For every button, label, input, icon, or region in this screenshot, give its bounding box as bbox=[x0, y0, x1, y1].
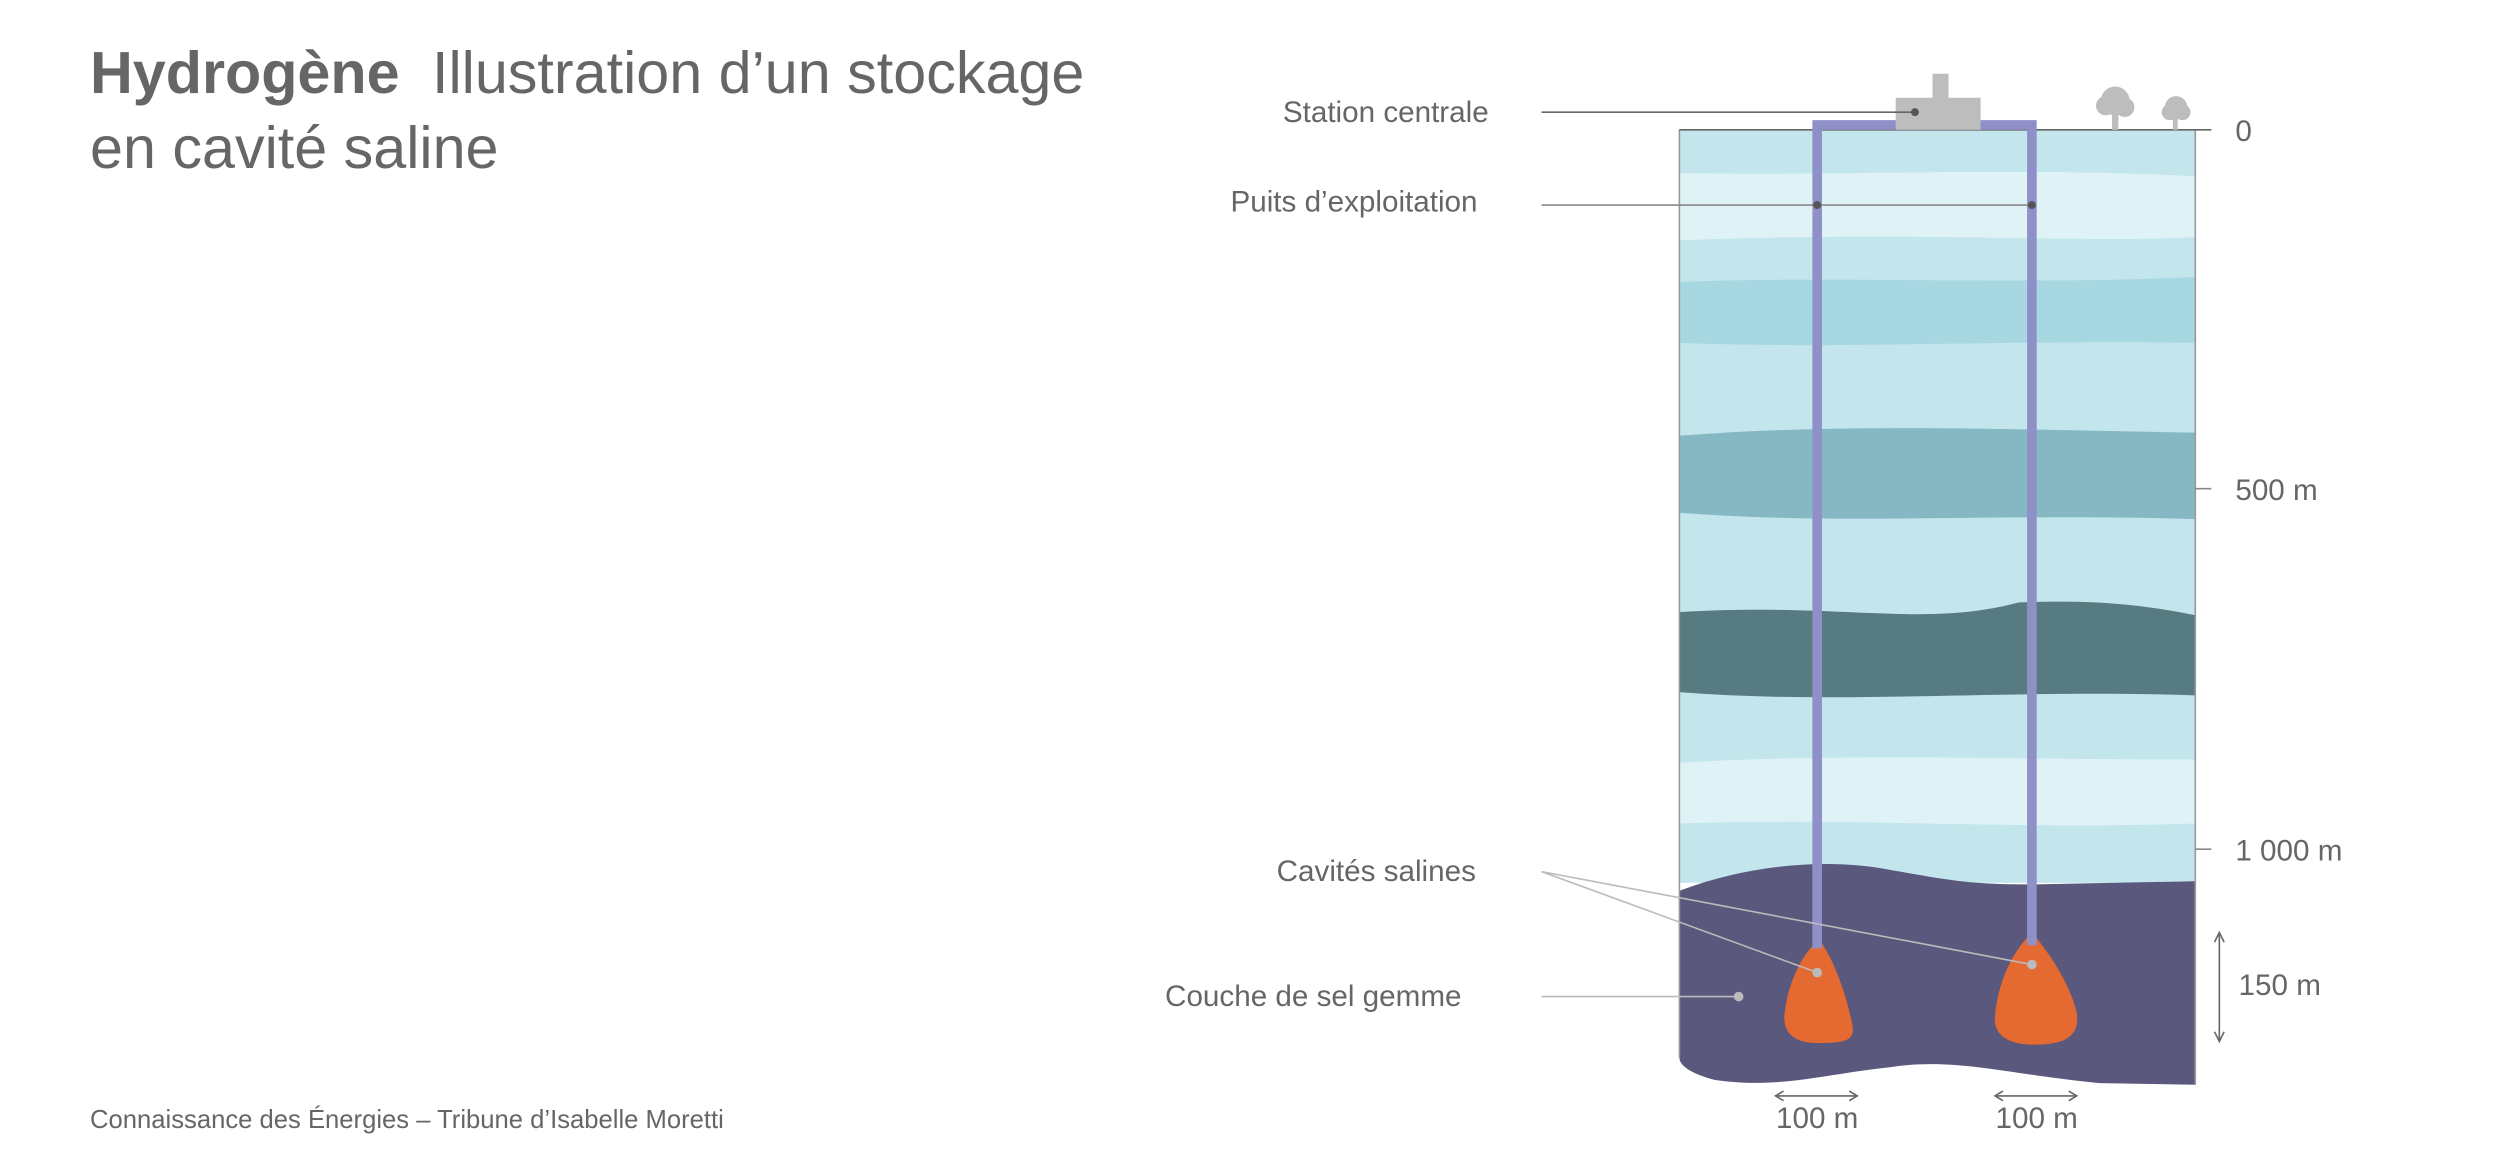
label-salt-layer: Couche de sel gemme bbox=[1165, 980, 1461, 1013]
height-arrow-icon bbox=[2213, 930, 2225, 1044]
title-bold: Hydrogène bbox=[90, 39, 400, 106]
cavity-height-label: 150 m bbox=[2239, 969, 2321, 1002]
strata bbox=[1678, 128, 2212, 1085]
stratum-teal bbox=[1679, 428, 2196, 520]
depth-tick-0: 0 bbox=[2235, 115, 2251, 148]
station-icon bbox=[1895, 73, 1981, 130]
depth-tick-500: 500 m bbox=[2235, 474, 2317, 507]
tree-icon bbox=[2095, 86, 2191, 130]
stratum-dark bbox=[1679, 601, 2196, 698]
depth-tick-1000: 1 000 m bbox=[2235, 834, 2342, 867]
salt-cavity-left bbox=[1784, 938, 1853, 1044]
salt-cavity-right bbox=[1994, 932, 2078, 1045]
label-station: Station centrale bbox=[1283, 96, 1489, 129]
stratum-pale-2 bbox=[1679, 757, 2196, 826]
title-line-2: en cavité saline bbox=[90, 114, 499, 181]
title-rest: Illustration d’un stockage bbox=[432, 39, 1084, 106]
width-label-left: 100 m bbox=[1776, 1102, 1858, 1135]
title-line-1: Hydrogène Illustration d’un stockage bbox=[90, 39, 1084, 106]
label-wells: Puits d’exploitation bbox=[1230, 185, 1477, 218]
stratum-pale-1 bbox=[1679, 171, 2196, 241]
width-label-right: 100 m bbox=[1996, 1102, 2078, 1135]
leader-lines bbox=[1541, 108, 2037, 1002]
label-cavities: Cavités salines bbox=[1277, 855, 1476, 888]
footer-credit: Connaissance des Énergies – Tribune d’Is… bbox=[90, 1105, 724, 1134]
width-arrow-icon bbox=[1773, 1090, 2079, 1102]
stratum-mid bbox=[1679, 277, 2196, 346]
salt-layer bbox=[1679, 863, 2196, 1085]
